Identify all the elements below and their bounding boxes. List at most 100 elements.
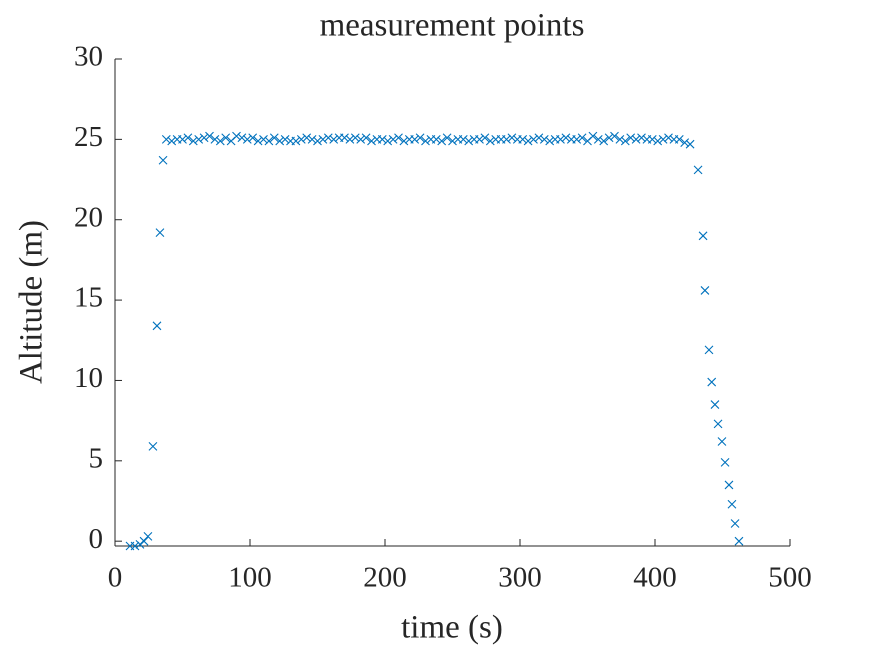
marker: [350, 133, 360, 143]
marker: [183, 133, 193, 143]
marker: [210, 134, 220, 144]
marker: [539, 134, 549, 144]
marker: [313, 136, 322, 146]
x-tick-label: 500: [768, 562, 812, 594]
marker: [399, 136, 409, 146]
marker: [253, 136, 263, 146]
x-tick-label: 300: [498, 562, 542, 594]
marker: [158, 155, 168, 165]
marker: [442, 133, 452, 143]
x-tick-label: 0: [108, 562, 123, 594]
y-tick-label: 25: [74, 121, 103, 153]
marker: [242, 134, 252, 144]
y-tick-label: 0: [89, 523, 104, 555]
marker: [130, 541, 140, 551]
marker: [340, 133, 349, 143]
marker: [199, 133, 209, 143]
marker: [448, 136, 457, 146]
marker: [431, 134, 441, 144]
marker: [237, 133, 247, 143]
marker: [475, 134, 484, 144]
marker: [307, 134, 317, 144]
marker: [248, 133, 258, 143]
marker: [730, 519, 740, 528]
marker: [507, 133, 517, 143]
marker: [232, 131, 241, 141]
marker: [572, 134, 582, 144]
x-tick-label: 400: [633, 562, 677, 594]
marker: [383, 136, 393, 146]
marker: [167, 136, 177, 146]
marker: [734, 536, 744, 546]
marker: [161, 134, 171, 144]
marker: [194, 134, 204, 144]
marker: [685, 139, 695, 149]
marker: [215, 136, 225, 146]
marker: [724, 480, 734, 490]
marker: [221, 133, 231, 143]
marker: [139, 536, 149, 546]
marker: [593, 134, 603, 144]
marker: [620, 136, 630, 146]
y-axis-label: Altitude (m): [14, 220, 50, 384]
marker: [502, 134, 511, 144]
marker: [631, 134, 641, 144]
marker: [143, 531, 153, 541]
marker: [534, 133, 544, 143]
marker: [356, 134, 366, 144]
marker: [323, 133, 333, 143]
marker: [291, 136, 301, 146]
x-axis-label: time (s): [401, 610, 503, 646]
y-tick-label: 20: [74, 201, 103, 233]
marker: [377, 134, 387, 144]
y-tick-label: 10: [74, 362, 103, 394]
marker: [610, 131, 619, 141]
marker: [720, 458, 730, 467]
marker: [148, 441, 158, 451]
marker: [529, 134, 538, 144]
marker: [155, 228, 165, 237]
marker: [693, 165, 703, 175]
marker: [269, 133, 279, 143]
marker: [264, 136, 274, 146]
marker: [717, 437, 727, 446]
marker: [626, 133, 636, 143]
marker: [388, 134, 398, 144]
marker: [545, 136, 555, 146]
marker: [178, 134, 187, 144]
marker: [410, 134, 420, 144]
x-tick-label: 200: [363, 562, 407, 594]
marker: [259, 134, 268, 144]
marker: [188, 136, 198, 146]
marker: [664, 133, 673, 143]
marker: [561, 133, 571, 143]
marker: [296, 134, 306, 144]
marker: [394, 133, 403, 143]
marker: [710, 400, 720, 409]
marker: [280, 134, 290, 144]
marker: [707, 377, 717, 387]
y-tick-label: 30: [74, 41, 103, 73]
marker: [523, 136, 533, 146]
marker: [458, 134, 468, 144]
marker: [713, 419, 723, 429]
marker: [421, 136, 430, 146]
marker: [318, 134, 328, 144]
marker: [637, 133, 646, 143]
marker: [152, 321, 162, 331]
marker: [647, 134, 657, 144]
marker: [556, 134, 565, 144]
marker: [698, 231, 708, 241]
marker: [588, 131, 598, 141]
marker: [680, 138, 690, 147]
x-tick-label: 100: [228, 562, 272, 594]
marker: [302, 133, 312, 143]
marker: [437, 136, 447, 146]
marker: [604, 133, 614, 143]
marker: [727, 499, 737, 509]
marker: [577, 133, 587, 143]
marker: [615, 134, 625, 144]
marker: [599, 136, 609, 146]
chart-title: measurement points: [320, 8, 585, 44]
